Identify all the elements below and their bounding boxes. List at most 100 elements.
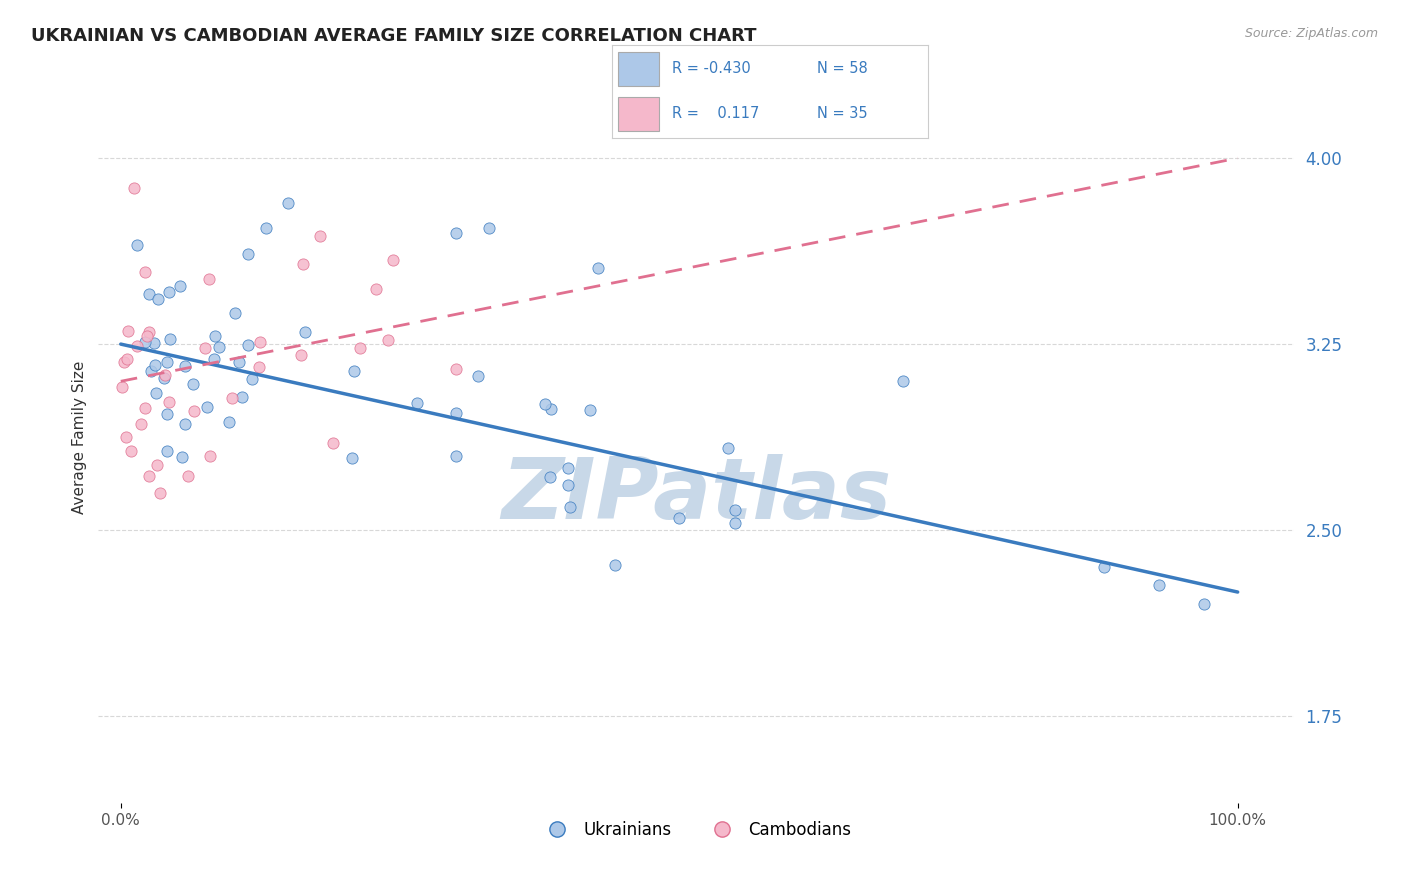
Point: [1192, 598, 1215, 612]
Point: [557, 461, 579, 475]
Point: [534, 396, 557, 410]
Point: [308, 229, 330, 244]
Point: [177, 468, 200, 483]
Point: [174, 359, 197, 373]
Point: [157, 395, 180, 409]
Point: [143, 359, 166, 373]
Point: [122, 181, 145, 195]
Point: [156, 444, 179, 458]
Point: [668, 511, 690, 525]
Point: [349, 341, 371, 355]
Point: [724, 516, 747, 531]
Point: [290, 348, 312, 362]
Point: [322, 436, 344, 450]
Point: [170, 450, 193, 464]
Point: [605, 558, 627, 572]
Point: [134, 265, 156, 279]
Text: ZIPatlas: ZIPatlas: [501, 454, 891, 537]
Point: [891, 374, 914, 388]
Point: [444, 362, 467, 376]
Point: [134, 335, 156, 350]
Point: [444, 406, 467, 420]
Point: [149, 486, 172, 500]
Point: [247, 360, 270, 375]
Point: [156, 407, 179, 421]
Point: [588, 260, 610, 275]
Point: [198, 449, 221, 463]
Point: [131, 417, 153, 431]
Point: [717, 441, 740, 455]
Point: [224, 306, 246, 320]
Point: [111, 380, 134, 394]
Point: [444, 226, 467, 240]
Text: R = -0.430: R = -0.430: [672, 62, 751, 77]
Point: [134, 401, 156, 415]
Text: UKRAINIAN VS CAMBODIAN AVERAGE FAMILY SIZE CORRELATION CHART: UKRAINIAN VS CAMBODIAN AVERAGE FAMILY SI…: [31, 27, 756, 45]
Point: [159, 332, 181, 346]
Point: [156, 355, 179, 369]
Point: [181, 376, 204, 391]
Point: [148, 292, 170, 306]
Point: [218, 415, 240, 429]
Point: [204, 328, 226, 343]
Point: [236, 247, 259, 261]
Point: [221, 391, 243, 405]
Point: [240, 372, 263, 386]
Point: [444, 449, 467, 463]
Point: [557, 478, 579, 492]
Point: [249, 334, 271, 349]
Point: [112, 354, 135, 368]
Point: [136, 329, 159, 343]
Point: [194, 341, 217, 355]
Point: [228, 354, 250, 368]
Point: [117, 351, 139, 366]
Point: [139, 363, 162, 377]
Y-axis label: Average Family Size: Average Family Size: [72, 360, 87, 514]
Point: [478, 220, 501, 235]
Point: [127, 238, 149, 252]
Point: [579, 403, 602, 417]
Point: [277, 195, 299, 210]
Bar: [619, 97, 659, 131]
Point: [560, 500, 582, 515]
Point: [343, 363, 366, 377]
Point: [174, 417, 197, 432]
Point: [183, 404, 205, 418]
Point: [195, 401, 218, 415]
Point: [254, 220, 277, 235]
Point: [377, 334, 399, 348]
Point: [138, 287, 160, 301]
Point: [152, 371, 174, 385]
Point: [294, 325, 316, 339]
Bar: [619, 52, 659, 86]
Legend: Ukrainians, Cambodians: Ukrainians, Cambodians: [534, 814, 858, 846]
Point: [292, 257, 315, 271]
Point: [231, 390, 253, 404]
Point: [157, 285, 180, 299]
Point: [125, 339, 148, 353]
Point: [1149, 577, 1171, 591]
Point: [202, 352, 225, 367]
Point: [197, 271, 219, 285]
Point: [364, 282, 387, 296]
Point: [406, 396, 429, 410]
Point: [467, 369, 489, 384]
Point: [138, 325, 160, 339]
Text: N = 58: N = 58: [817, 62, 868, 77]
Point: [117, 324, 139, 338]
Point: [538, 470, 561, 484]
Point: [120, 443, 142, 458]
Point: [142, 336, 165, 351]
Point: [138, 468, 160, 483]
Text: N = 35: N = 35: [817, 106, 868, 121]
Point: [540, 402, 562, 417]
Text: R =    0.117: R = 0.117: [672, 106, 759, 121]
Text: Source: ZipAtlas.com: Source: ZipAtlas.com: [1244, 27, 1378, 40]
Point: [153, 368, 176, 383]
Point: [381, 253, 404, 268]
Point: [145, 386, 167, 401]
Point: [146, 458, 169, 473]
Point: [169, 278, 191, 293]
Point: [208, 340, 231, 354]
Point: [724, 503, 747, 517]
